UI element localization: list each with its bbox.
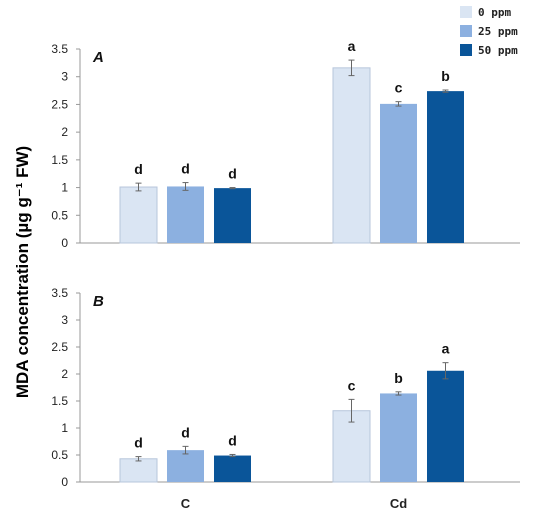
- y-tick-label: 1: [61, 421, 68, 435]
- legend: 0 ppm 25 ppm 50 ppm: [460, 6, 518, 57]
- y-tick-label: 3: [61, 70, 68, 84]
- bar: [380, 393, 417, 482]
- bar: [427, 370, 464, 482]
- significance-letter: b: [394, 370, 403, 386]
- y-tick-label: 0.5: [51, 208, 68, 222]
- y-tick-label: 1.5: [51, 394, 68, 408]
- legend-swatch: [460, 6, 472, 18]
- panel-b: 0 0.5 1 1.5 2 2.5 3 3.5 Bd d d Cc b a Cd: [51, 286, 520, 511]
- significance-letter: b: [441, 68, 450, 84]
- y-tick-label: 0.5: [51, 448, 68, 462]
- significance-letter: d: [134, 435, 143, 451]
- y-tick-label: 3.5: [51, 42, 68, 56]
- bar: [119, 186, 158, 244]
- significance-letter: a: [348, 38, 356, 54]
- x-category-label: Cd: [390, 496, 407, 511]
- bar: [167, 186, 204, 243]
- significance-letter: d: [181, 424, 190, 440]
- bar: [119, 458, 158, 483]
- significance-letter: c: [395, 80, 403, 96]
- panel-label: B: [93, 293, 104, 310]
- bar: [332, 67, 371, 244]
- legend-label: 25 ppm: [478, 25, 518, 38]
- y-tick-label: 2.5: [51, 340, 68, 354]
- bar: [380, 103, 417, 243]
- y-axis-label: MDA concentration (µg g⁻¹ FW): [13, 146, 32, 398]
- bar: [167, 450, 204, 482]
- significance-letter: d: [228, 432, 237, 448]
- bar: [427, 91, 464, 243]
- significance-letter: d: [181, 161, 190, 177]
- y-tick-label: 2: [61, 367, 68, 381]
- legend-label: 0 ppm: [478, 6, 511, 19]
- y-tick-label: 0: [61, 475, 68, 489]
- bar: [214, 188, 251, 243]
- significance-letter: a: [442, 341, 450, 357]
- y-tick-label: 2.5: [51, 97, 68, 111]
- y-tick-label: 1.5: [51, 153, 68, 167]
- legend-label: 50 ppm: [478, 44, 518, 57]
- x-category-label: C: [181, 496, 191, 511]
- y-tick-label: 1: [61, 181, 68, 195]
- panel-label: A: [92, 49, 104, 66]
- y-tick-label: 2: [61, 125, 68, 139]
- y-tick-label: 3: [61, 313, 68, 327]
- bar: [214, 455, 251, 482]
- bar: [332, 410, 371, 483]
- significance-letter: c: [348, 377, 356, 393]
- significance-letter: d: [134, 161, 143, 177]
- significance-letter: d: [228, 166, 237, 182]
- y-tick-label: 3.5: [51, 286, 68, 300]
- y-tick-label: 0: [61, 236, 68, 250]
- legend-swatch: [460, 25, 472, 37]
- panel-a: 0 0.5 1 1.5 2 2.5 3 3.5 Ad d d a c b: [51, 38, 520, 250]
- legend-swatch: [460, 44, 472, 56]
